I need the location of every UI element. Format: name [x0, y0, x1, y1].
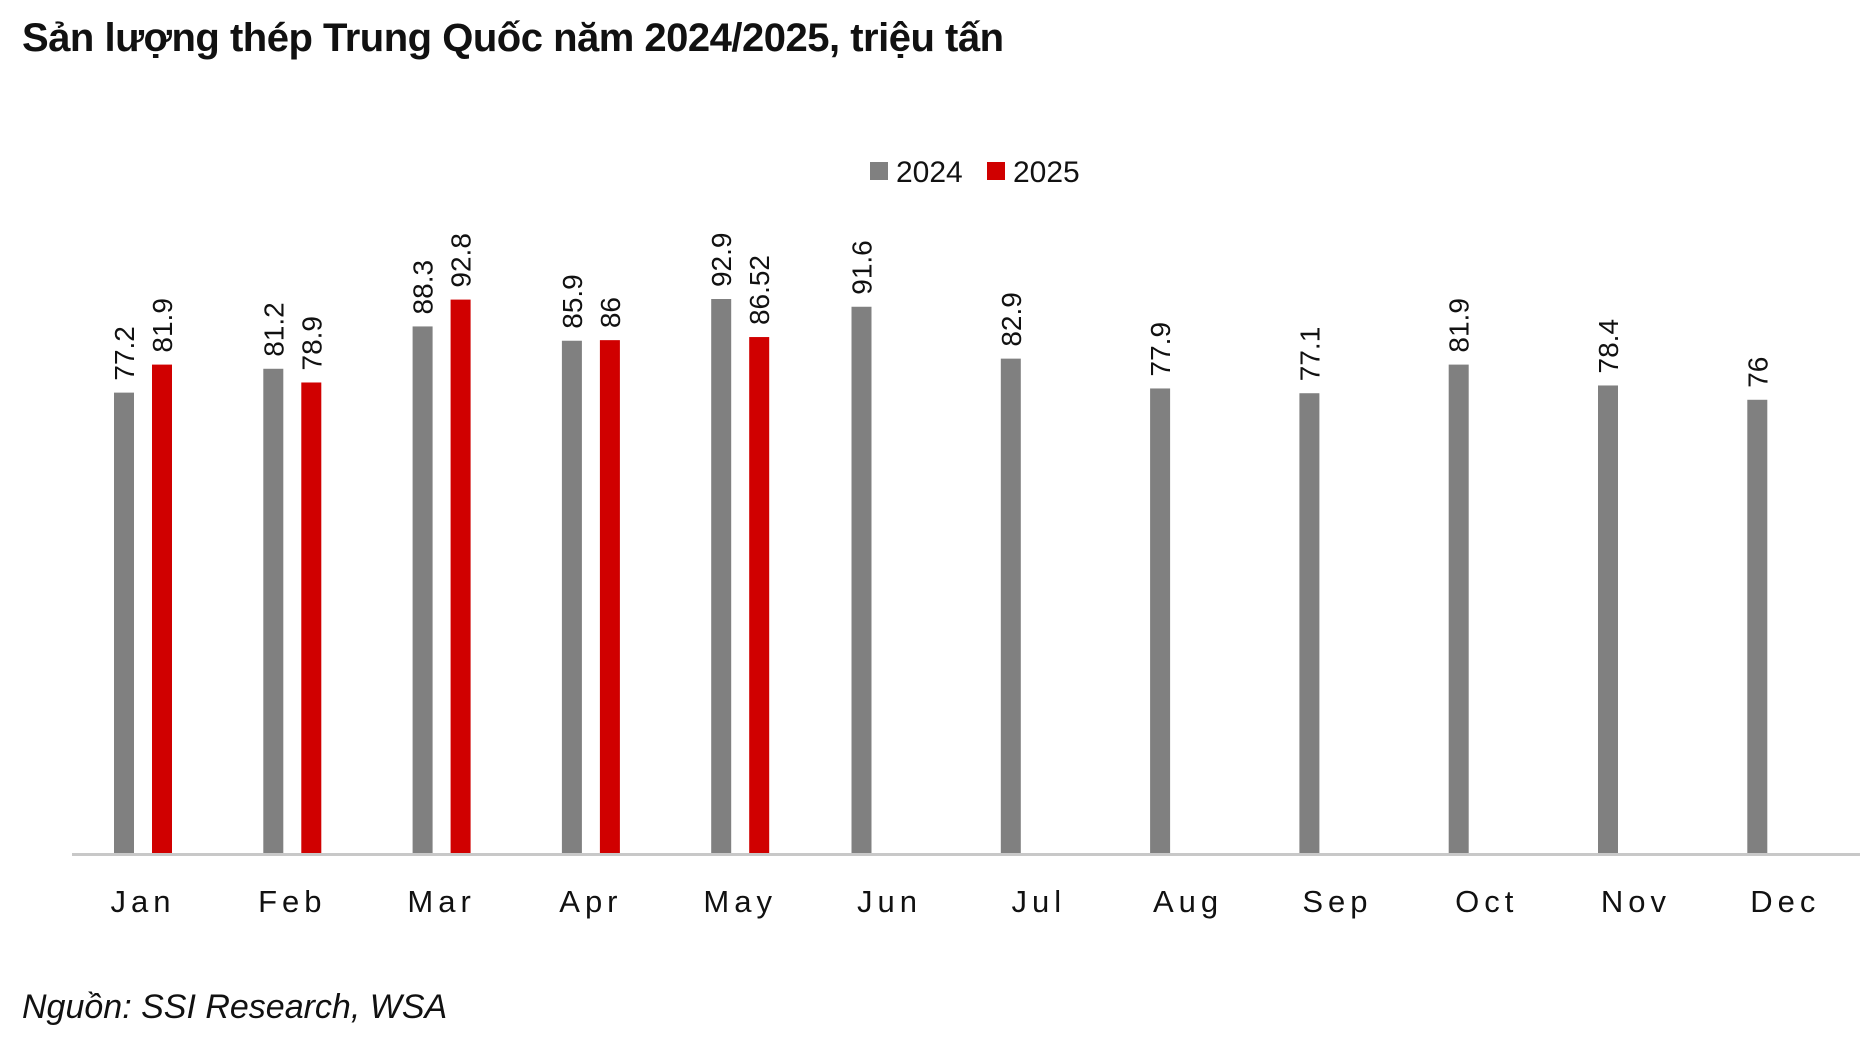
bar-2025-feb: [301, 382, 322, 853]
x-tick-label: Nov: [1601, 884, 1671, 919]
value-label: 81.9: [147, 298, 178, 353]
value-label: 78.4: [1593, 319, 1624, 374]
x-tick-label: Apr: [559, 884, 622, 919]
value-label: 76: [1742, 357, 1773, 388]
legend-label-2025: 2025: [1013, 156, 1080, 189]
bar-2024-nov: [1598, 385, 1618, 853]
value-label: 92.9: [706, 233, 737, 288]
value-label: 86.52: [744, 255, 775, 325]
value-label: 77.2: [109, 326, 140, 381]
source-note: Nguồn: SSI Research, WSA: [22, 988, 448, 1026]
bar-2024-mar: [412, 326, 433, 853]
legend-label-2024: 2024: [896, 156, 963, 189]
chart-title: Sản lượng thép Trung Quốc năm 2024/2025,…: [22, 16, 1004, 60]
x-tick-label: Dec: [1750, 884, 1820, 919]
legend-swatch-2024: [870, 162, 888, 180]
value-label: 88.3: [408, 260, 439, 315]
bar-2024-feb: [263, 368, 284, 853]
x-tick-labels-group: Jan Feb Mar Apr May Jun Jul Aug Sep Oct Nov Dec: [111, 884, 1820, 919]
bar-2025-mar: [450, 299, 471, 854]
value-label: 91.6: [847, 240, 878, 295]
x-tick-label: Jan: [111, 884, 176, 919]
value-label: 81.2: [258, 302, 289, 357]
value-label: 77.9: [1145, 322, 1176, 377]
bar-2025-jan: [152, 364, 172, 853]
x-tick-label: Jun: [857, 884, 922, 919]
x-tick-label: Sep: [1302, 884, 1372, 919]
value-label: 81.9: [1444, 298, 1475, 353]
bar-2024-dec: [1747, 399, 1768, 853]
bars-group: [114, 299, 1768, 854]
value-label: 78.9: [296, 316, 327, 371]
bar-2024-oct: [1448, 364, 1469, 853]
legend: 2024 2025: [870, 156, 1080, 189]
value-label: 82.9: [996, 292, 1027, 347]
value-label: 92.8: [446, 233, 477, 287]
bar-2024-may: [711, 299, 732, 853]
bar-2024-apr: [561, 340, 582, 854]
bar-2024-jan: [114, 392, 134, 853]
x-tick-label: Aug: [1153, 884, 1223, 919]
value-label: 77.1: [1294, 327, 1325, 382]
x-tick-label: May: [703, 884, 777, 919]
bar-2025-apr: [599, 340, 620, 853]
x-tick-label: Feb: [258, 884, 326, 919]
bar-2024-sep: [1299, 393, 1320, 853]
legend-swatch-2025: [987, 162, 1005, 180]
x-tick-label: Oct: [1455, 884, 1518, 919]
bar-2024-jul: [1000, 358, 1021, 853]
bar-2024-jun: [851, 306, 872, 853]
x-tick-label: Jul: [1011, 884, 1066, 919]
bar-2025-may: [749, 337, 770, 853]
bar-2024-aug: [1150, 388, 1171, 853]
value-label: 85.9: [557, 274, 588, 329]
value-label: 86: [595, 297, 626, 328]
x-tick-label: Mar: [407, 884, 475, 919]
